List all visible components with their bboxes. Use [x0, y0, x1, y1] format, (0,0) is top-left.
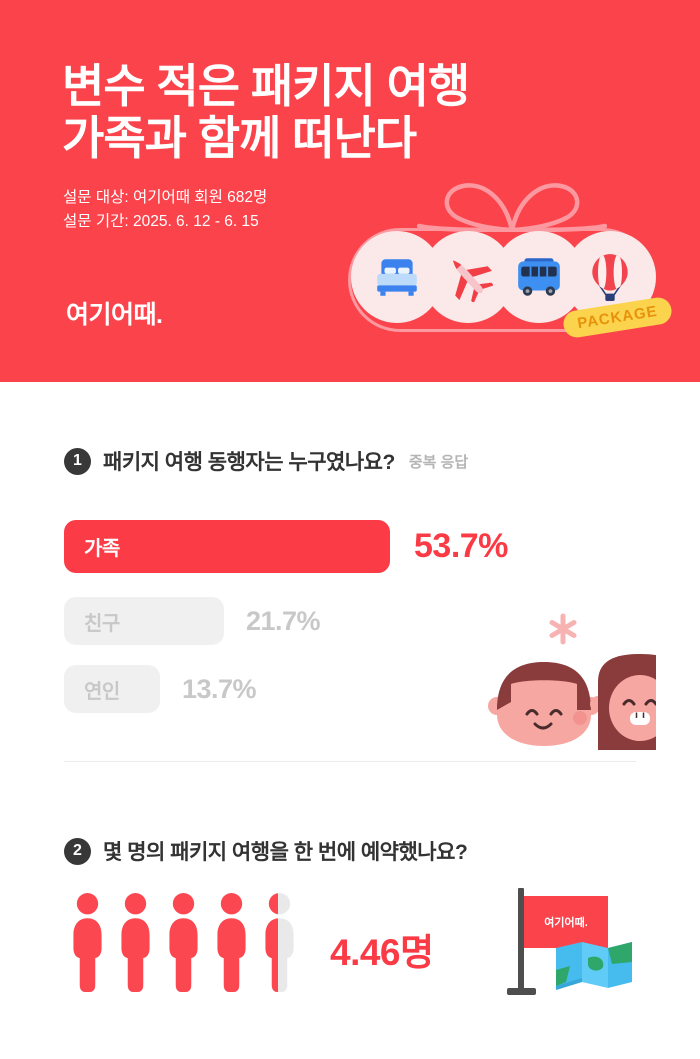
flag-illustration: 여기어때. [507, 888, 632, 995]
question-2-title: 몇 명의 패키지 여행을 한 번에 예약했나요? [103, 841, 468, 864]
page-title: 변수 적은 패키지 여행 가족과 함께 떠난다 [62, 60, 470, 165]
bed-icon [377, 259, 417, 296]
bar-row-friend: 친구 21.7% [64, 597, 321, 645]
icon-circle-flight [422, 231, 514, 323]
header-banner: 변수 적은 패키지 여행 가족과 함께 떠난다 설문 대상: 여기어때 회원 6… [0, 0, 700, 382]
question-1-header: 1 패키지 여행 동행자는 누구였나요? 중복 응답 [64, 446, 468, 476]
bar-friend-value: 21.7% [246, 605, 321, 636]
couple-illustration [488, 613, 656, 750]
bar-family: 가족 [64, 520, 390, 573]
question-1-badge: 1 [64, 447, 91, 475]
question-1-note: 중복 응답 [408, 453, 469, 471]
title-line-2: 가족과 함께 떠난다 [62, 112, 417, 165]
bar-lover-label: 연인 [84, 680, 120, 703]
survey-info: 설문 대상: 여기어때 회원 682명 설문 기간: 2025. 6. 12 -… [63, 186, 267, 234]
gift-package-illustration: PACKAGE [345, 180, 675, 360]
bus-icon [518, 258, 560, 296]
bar-lover-value: 13.7% [182, 673, 257, 704]
bar-row-family: 가족 53.7% [64, 520, 508, 573]
bar-lover: 연인 [64, 665, 160, 713]
bar-row-lover: 연인 13.7% [64, 665, 257, 713]
person-icon [73, 893, 102, 993]
gift-bow-icon [417, 183, 607, 232]
question-2-header: 2 몇 명의 패키지 여행을 한 번에 예약했나요? [64, 836, 468, 866]
bar-family-label: 가족 [84, 538, 120, 560]
sparkle-icon [549, 613, 577, 645]
survey-target: 설문 대상: 여기어때 회원 682명 [63, 189, 268, 206]
person-icon-partial [265, 893, 294, 993]
bar-friend-label: 친구 [84, 612, 120, 635]
bar-family-value: 53.7% [414, 527, 508, 565]
question-2-badge: 2 [64, 837, 91, 865]
person-icon [169, 893, 198, 993]
map-icon [556, 942, 632, 990]
flag-logo-text: 여기어때. [544, 915, 588, 929]
hot-air-balloon-icon [592, 254, 628, 301]
person-icon [217, 893, 246, 993]
flag-icon: 여기어때. [507, 888, 608, 995]
brand-logo: 여기어때. [66, 301, 163, 329]
airplane-icon [453, 260, 493, 302]
title-line-1: 변수 적은 패키지 여행 [62, 60, 470, 112]
bar-friend: 친구 [64, 597, 224, 645]
survey-period: 설문 기간: 2025. 6. 12 - 6. 15 [63, 213, 259, 231]
average-value: 4.46명 [330, 932, 434, 973]
people-pictogram [71, 893, 296, 994]
person-icon [121, 893, 150, 993]
question-1-title: 패키지 여행 동행자는 누구였나요? [103, 451, 395, 474]
section-divider [64, 761, 636, 762]
